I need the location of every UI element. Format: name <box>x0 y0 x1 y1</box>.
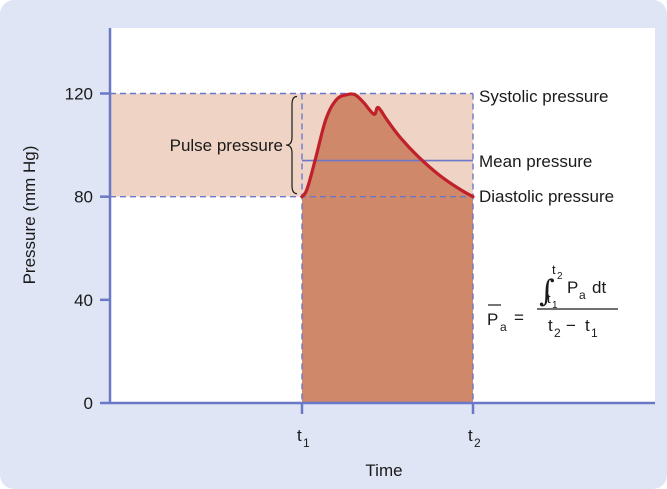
equation-denominator-left: t <box>548 316 553 335</box>
pulse-pressure-label: Pulse pressure <box>170 136 283 155</box>
x-tick-label-subscript: 1 <box>303 436 310 450</box>
y-axis-title: Pressure (mm Hg) <box>20 146 39 285</box>
area-under-curve <box>302 93 473 403</box>
pressure-curve <box>300 92 475 199</box>
equation-lhs-sub: a <box>500 320 507 334</box>
systolic-pressure-label: Systolic pressure <box>479 87 608 106</box>
equation-equals: = <box>514 308 524 327</box>
equation-lower-limit-sub: 1 <box>552 300 558 311</box>
pulse-pressure-brace <box>285 95 298 195</box>
diastolic-pressure-label: Diastolic pressure <box>479 187 614 206</box>
mean-pressure-label: Mean pressure <box>479 152 592 171</box>
equation-integrand-sub: a <box>579 288 586 302</box>
x-tick-label: t <box>297 426 302 445</box>
equation-minus: − <box>566 316 576 335</box>
mean-pressure-equation: P a = ∫ t 2 t 1 P a dt t 2 − t 1 <box>487 262 618 340</box>
equation-denominator-left-sub: 2 <box>554 326 561 340</box>
y-ticks: 0 40 80 120 <box>65 85 110 413</box>
x-tick-label: t <box>468 426 473 445</box>
equation-lower-limit: t <box>547 291 551 306</box>
equation-upper-limit: t <box>552 262 556 277</box>
equation-differential: dt <box>592 278 606 297</box>
y-tick-label: 0 <box>84 394 93 413</box>
x-axis-title: Time <box>365 461 402 480</box>
y-tick-label: 40 <box>74 291 93 310</box>
equation-integral: ∫ <box>539 274 555 309</box>
equation-denominator-right: t <box>585 316 590 335</box>
equation-upper-limit-sub: 2 <box>557 271 563 282</box>
equation-denominator-right-sub: 1 <box>591 326 598 340</box>
y-tick-label: 80 <box>74 188 93 207</box>
equation-integrand: P <box>567 278 578 297</box>
equation-lhs: P <box>487 310 498 329</box>
x-tick-label-subscript: 2 <box>474 436 481 450</box>
y-tick-label: 120 <box>65 85 93 104</box>
